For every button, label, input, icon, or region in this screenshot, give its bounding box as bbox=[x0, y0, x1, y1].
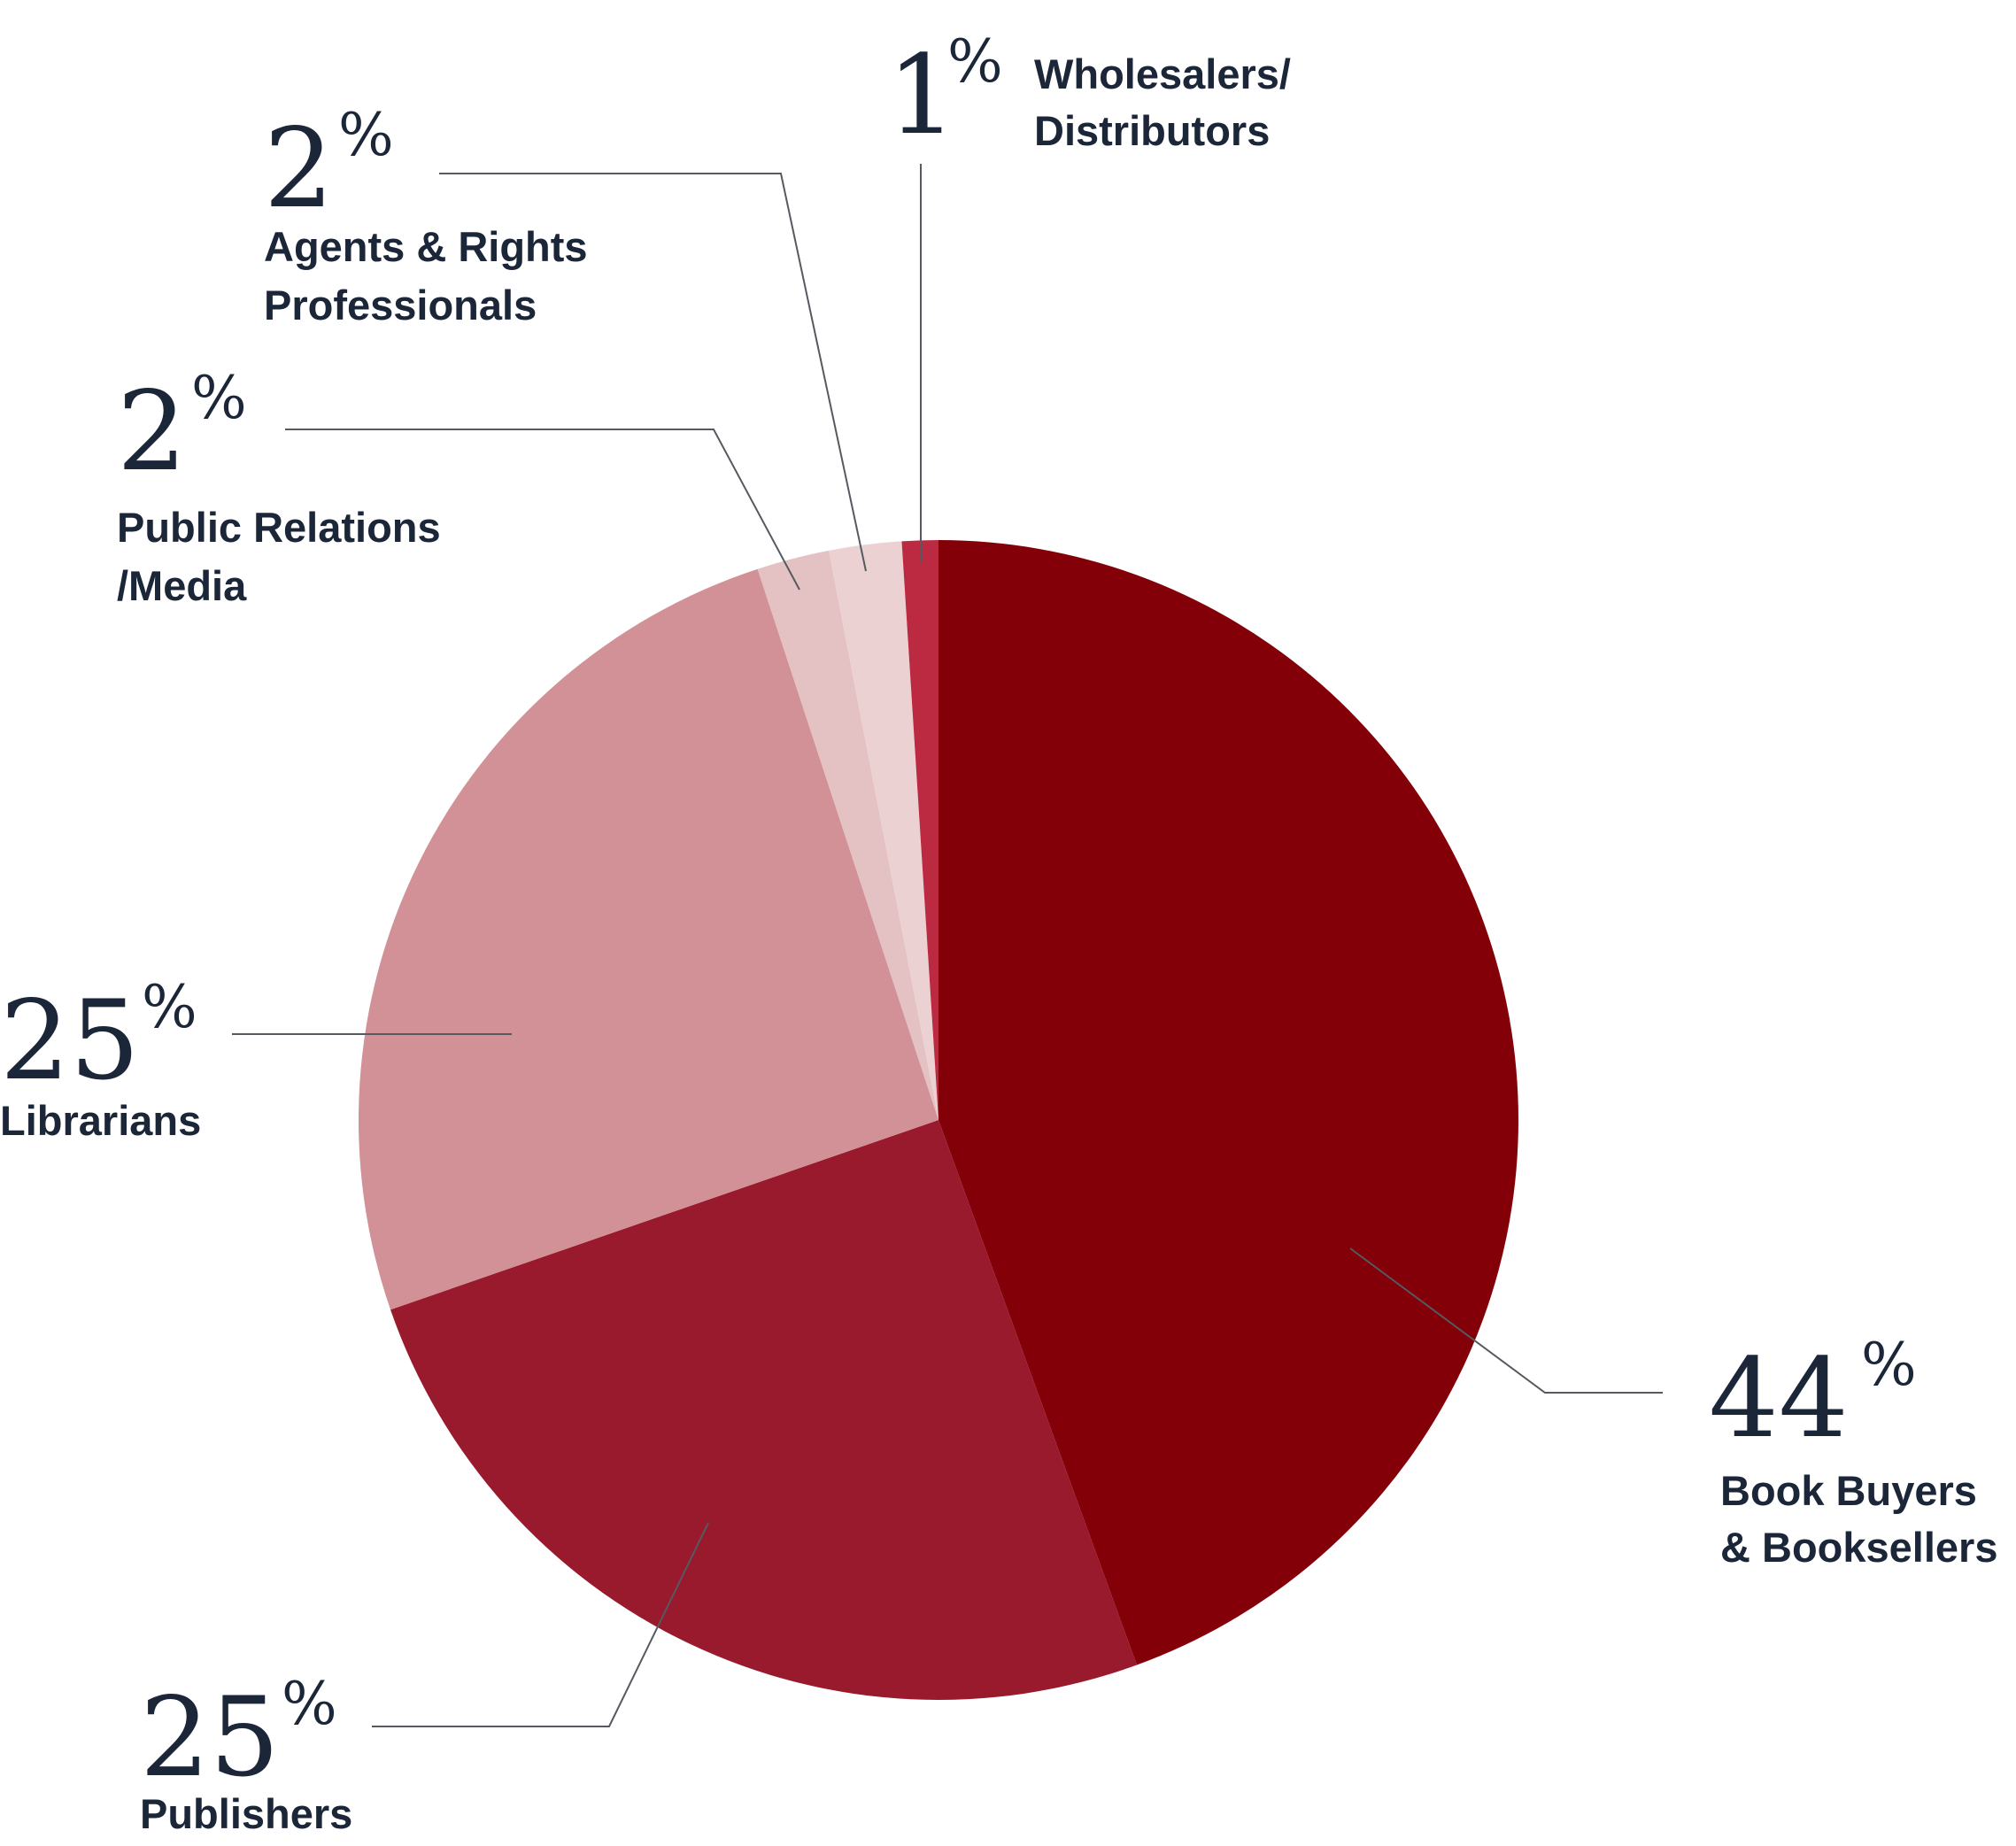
percent-sign: % bbox=[338, 101, 394, 169]
slice-category-label: Public Relations bbox=[117, 504, 441, 551]
slice-category-label: Agents & Rights bbox=[264, 223, 588, 270]
slice-labels: 44 % Book Buyers & Booksellers 25 % Publishers… bbox=[0, 27, 1997, 1837]
percent-sign: % bbox=[1861, 1331, 1917, 1399]
slice-value-label: 2 bbox=[117, 368, 187, 496]
slice-value-label: 44 bbox=[1709, 1335, 1849, 1463]
slice-value-label: 1 bbox=[887, 32, 957, 159]
slice-category-label: Book Buyers bbox=[1720, 1467, 1977, 1514]
slice-category-label: Wholesalers/ bbox=[1034, 50, 1291, 97]
slice-category-label: & Booksellers bbox=[1720, 1524, 1997, 1571]
percent-sign: % bbox=[142, 973, 197, 1041]
percent-sign: % bbox=[282, 1670, 337, 1738]
pie-slices bbox=[359, 540, 1518, 1700]
slice-category-label: Publishers bbox=[140, 1790, 352, 1837]
slice-category-label: Distributors bbox=[1034, 107, 1270, 154]
leader-line bbox=[1349, 1247, 1663, 1394]
leader-line bbox=[285, 429, 800, 591]
percent-sign: % bbox=[191, 364, 247, 432]
slice-value-label: 2 bbox=[264, 105, 334, 233]
slice-value-label: 25 bbox=[140, 1674, 280, 1802]
pie-slice bbox=[390, 1120, 1138, 1700]
percent-sign: % bbox=[947, 27, 1003, 96]
slice-category-label: /Media bbox=[117, 562, 247, 609]
leader-line bbox=[439, 173, 867, 572]
pie-slice bbox=[359, 568, 938, 1310]
pie-slice bbox=[938, 540, 1518, 1665]
slice-category-label: Professionals bbox=[264, 282, 537, 328]
pie-slice bbox=[757, 550, 938, 1120]
pie-slice bbox=[901, 540, 938, 1120]
slice-value-label: 25 bbox=[0, 977, 140, 1105]
leader-lines bbox=[232, 164, 1663, 1727]
pie-slice bbox=[829, 541, 938, 1120]
slice-category-label: Librarians bbox=[0, 1097, 201, 1144]
leader-line bbox=[372, 1522, 709, 1727]
